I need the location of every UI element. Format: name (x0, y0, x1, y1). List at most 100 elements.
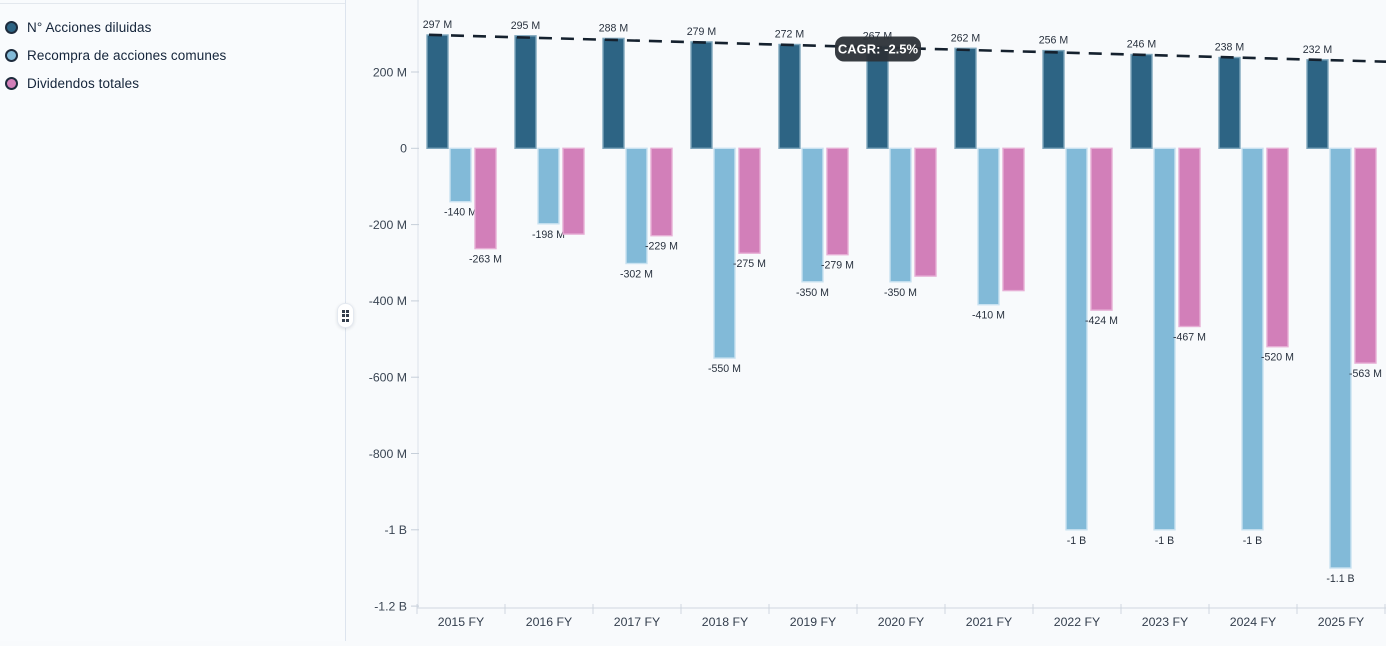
bar-1-10[interactable] (1329, 147, 1352, 569)
svg-text:-1.2 B: -1.2 B (374, 599, 407, 613)
bar-2-6[interactable] (1002, 147, 1025, 292)
x-axis-label: 2024 FY (1230, 615, 1277, 629)
x-axis-label: 2021 FY (966, 615, 1013, 629)
bar-value-label: -1.1 B (1326, 573, 1354, 585)
bar-1-2[interactable] (625, 147, 648, 265)
grip-dots-icon (341, 309, 350, 322)
legend-label: N° Acciones diluidas (27, 19, 152, 35)
legend-item-recompra-acciones[interactable]: Recompra de acciones comunes (5, 41, 226, 69)
bar-1-3[interactable] (713, 147, 736, 359)
bar-value-label: -350 M (796, 287, 829, 299)
bar-value-label: -140 M (444, 207, 477, 219)
bar-value-label: 279 M (687, 26, 716, 38)
bar-0-4[interactable] (778, 43, 801, 150)
bar-1-4[interactable] (801, 147, 824, 283)
bar-value-label: -424 M (1085, 315, 1118, 327)
bar-2-5[interactable] (914, 147, 937, 277)
bar-0-10[interactable] (1306, 59, 1329, 149)
bar-value-label: 272 M (775, 29, 804, 41)
x-axis-label: 2022 FY (1054, 615, 1101, 629)
bar-2-7[interactable] (1090, 147, 1113, 311)
bar-0-2[interactable] (602, 37, 625, 150)
bar-2-2[interactable] (650, 147, 673, 237)
bar-1-0[interactable] (449, 147, 472, 203)
bar-value-label: -263 M (469, 254, 502, 266)
svg-text:-400 M: -400 M (369, 294, 407, 308)
bar-value-label: 295 M (511, 20, 540, 32)
bar-value-label: 232 M (1303, 44, 1332, 56)
bar-value-label: 297 M (423, 19, 452, 31)
svg-text:-800 M: -800 M (369, 447, 407, 461)
bar-0-9[interactable] (1218, 56, 1241, 150)
bar-1-8[interactable] (1153, 147, 1176, 531)
cagr-badge: CAGR: -2.5% (835, 36, 921, 62)
bar-0-7[interactable] (1042, 49, 1065, 149)
bar-2-0[interactable] (474, 147, 497, 250)
bar-value-label: -563 M (1349, 368, 1382, 380)
bar-0-8[interactable] (1130, 53, 1153, 150)
x-axis-label: 2020 FY (878, 615, 925, 629)
panel-top-border (0, 3, 345, 4)
x-axis-label: 2018 FY (702, 615, 749, 629)
bar-1-6[interactable] (977, 147, 1000, 306)
bar-value-label: -550 M (708, 363, 741, 375)
legend-item-dividendos-totales[interactable]: Dividendos totales (5, 69, 226, 97)
bar-2-1[interactable] (562, 147, 585, 235)
legend-swatch-acciones-diluidas-icon (5, 20, 18, 34)
bar-value-label: 256 M (1039, 35, 1068, 47)
bar-value-label: -229 M (645, 241, 678, 253)
svg-text:0: 0 (400, 142, 407, 156)
x-axis-label: 2019 FY (790, 615, 837, 629)
bar-0-3[interactable] (690, 41, 713, 150)
bar-value-label: 246 M (1127, 39, 1156, 51)
svg-text:CAGR: -2.5%: CAGR: -2.5% (838, 42, 919, 57)
legend-label: Recompra de acciones comunes (27, 47, 227, 63)
bar-value-label: -350 M (884, 287, 917, 299)
bar-value-label: -1 B (1155, 535, 1174, 547)
legend-item-acciones-diluidas[interactable]: N° Acciones diluidas (5, 13, 226, 41)
legend-swatch-recompra-acciones-icon (5, 48, 18, 62)
bar-2-3[interactable] (738, 147, 761, 254)
bar-value-label: -1 B (1243, 535, 1262, 547)
bar-1-9[interactable] (1241, 147, 1264, 531)
svg-text:-600 M: -600 M (369, 371, 407, 385)
x-axis-label: 2016 FY (526, 615, 573, 629)
bar-value-label: 288 M (599, 22, 628, 34)
bar-value-label: -279 M (821, 260, 854, 272)
bar-1-7[interactable] (1065, 147, 1088, 531)
bar-value-label: -410 M (972, 310, 1005, 322)
bar-value-label: -467 M (1173, 332, 1206, 344)
svg-text:-1 B: -1 B (384, 523, 407, 537)
x-axis-label: 2017 FY (614, 615, 661, 629)
bar-1-1[interactable] (537, 147, 560, 225)
bar-2-9[interactable] (1266, 147, 1289, 348)
chart-legend: N° Acciones diluidas Recompra de accione… (5, 13, 226, 97)
bar-value-label: -1 B (1067, 535, 1086, 547)
x-axis-label: 2015 FY (438, 615, 485, 629)
cagr-trendline (428, 33, 1386, 63)
bar-value-label: -302 M (620, 269, 653, 281)
legend-label: Dividendos totales (27, 75, 140, 91)
legend-swatch-dividendos-totales-icon (5, 76, 18, 90)
bar-2-8[interactable] (1178, 147, 1201, 328)
bar-0-5[interactable] (866, 45, 889, 150)
bar-value-label: -198 M (532, 229, 565, 241)
bar-2-4[interactable] (826, 147, 849, 256)
bar-value-label: 238 M (1215, 42, 1244, 54)
bar-value-label: -520 M (1261, 352, 1294, 364)
bar-0-0[interactable] (426, 34, 449, 150)
svg-text:-200 M: -200 M (369, 218, 407, 232)
x-axis-label: 2023 FY (1142, 615, 1189, 629)
bar-1-5[interactable] (889, 147, 912, 283)
drag-handle[interactable] (337, 303, 354, 328)
bar-value-label: 262 M (951, 32, 980, 44)
bar-2-10[interactable] (1354, 147, 1377, 364)
legend-panel: N° Acciones diluidas Recompra de accione… (0, 0, 345, 641)
bar-0-1[interactable] (514, 35, 537, 149)
bar-value-label: -275 M (733, 258, 766, 270)
svg-text:200 M: 200 M (373, 65, 407, 79)
bar-0-6[interactable] (954, 47, 977, 149)
